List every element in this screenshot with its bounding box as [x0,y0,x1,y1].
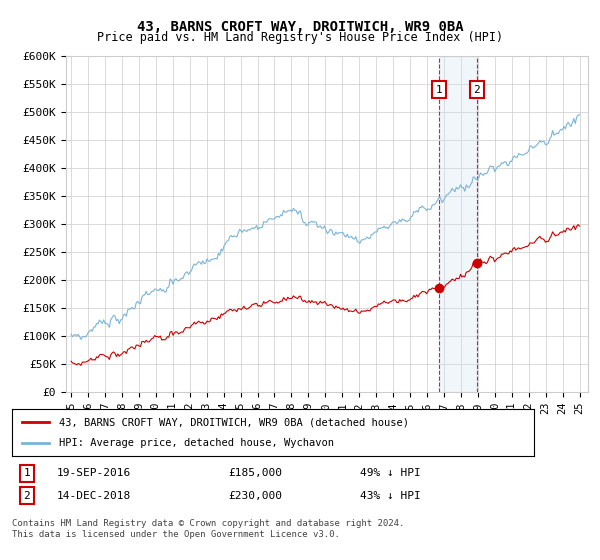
Text: 2: 2 [23,491,31,501]
Text: 19-SEP-2016: 19-SEP-2016 [57,468,131,478]
Text: Price paid vs. HM Land Registry's House Price Index (HPI): Price paid vs. HM Land Registry's House … [97,31,503,44]
Text: £230,000: £230,000 [228,491,282,501]
Text: £185,000: £185,000 [228,468,282,478]
Text: 1: 1 [23,468,31,478]
Text: HPI: Average price, detached house, Wychavon: HPI: Average price, detached house, Wych… [59,438,334,448]
Text: Contains HM Land Registry data © Crown copyright and database right 2024.
This d: Contains HM Land Registry data © Crown c… [12,520,404,539]
Text: 49% ↓ HPI: 49% ↓ HPI [360,468,421,478]
Text: 14-DEC-2018: 14-DEC-2018 [57,491,131,501]
Bar [439,56,477,392]
Text: 43, BARNS CROFT WAY, DROITWICH, WR9 0BA (detached house): 43, BARNS CROFT WAY, DROITWICH, WR9 0BA … [59,417,409,427]
Text: 43, BARNS CROFT WAY, DROITWICH, WR9 0BA: 43, BARNS CROFT WAY, DROITWICH, WR9 0BA [137,20,463,34]
Text: 2: 2 [473,85,481,95]
Text: 1: 1 [436,85,443,95]
Text: 43% ↓ HPI: 43% ↓ HPI [360,491,421,501]
